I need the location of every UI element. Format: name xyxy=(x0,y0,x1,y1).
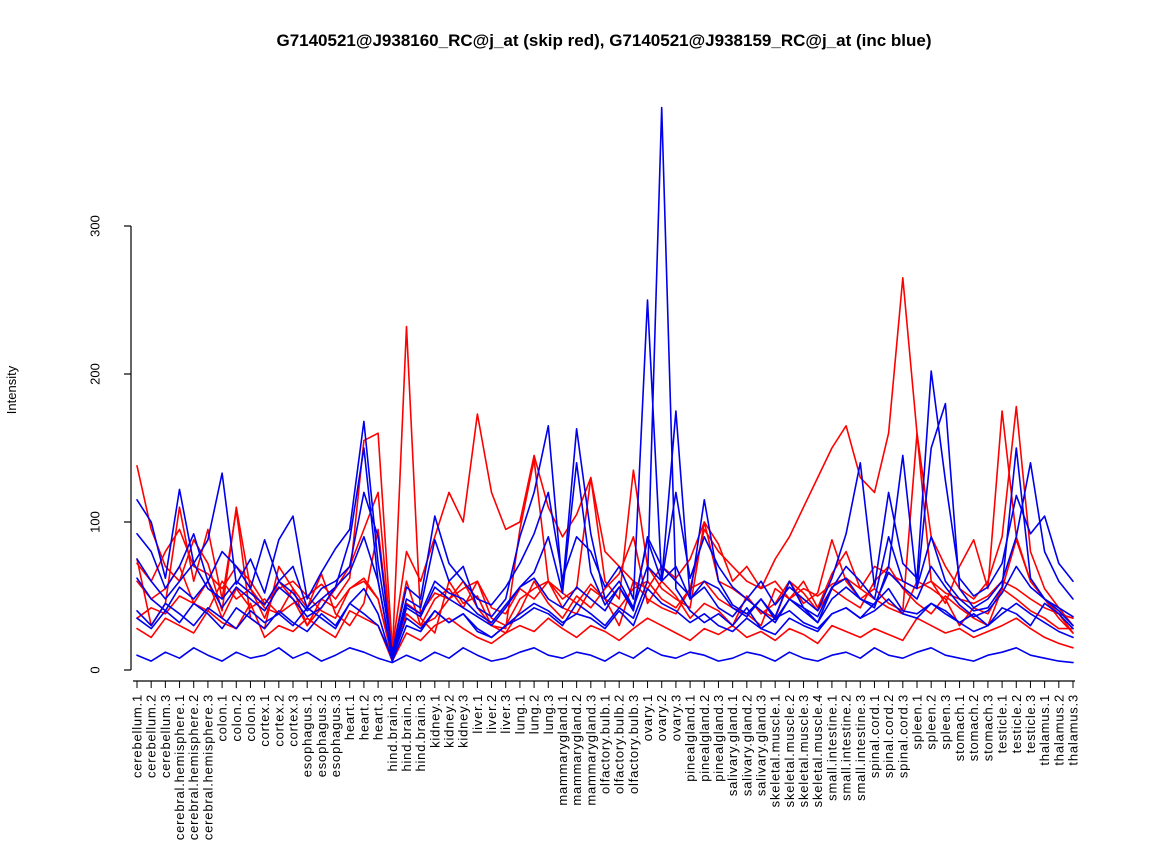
x-tick-label: testicle.3 xyxy=(1023,694,1038,753)
x-tick-label: cerebellum.3 xyxy=(158,694,173,778)
x-tick-label: salivary.gland.2 xyxy=(739,694,754,796)
x-tick-label: lung.2 xyxy=(527,694,542,734)
x-tick-label: mammarygland.1 xyxy=(555,694,570,806)
x-tick-label: pinealgland.2 xyxy=(697,694,712,782)
x-tick-label: cortex.2 xyxy=(271,694,286,747)
x-tick-label: small.intestine.2 xyxy=(839,694,854,801)
series-line-skip.3 xyxy=(136,276,1074,660)
x-tick-label: salivary.gland.1 xyxy=(725,694,740,796)
series-line-inc.7 xyxy=(136,461,1074,660)
x-tick-label: liver.3 xyxy=(498,694,513,734)
x-tick-label: heart.2 xyxy=(356,694,371,740)
x-tick-label: cerebral.hemisphere.2 xyxy=(186,694,201,840)
x-tick-label: olfactory.bulb.1 xyxy=(598,694,613,794)
x-tick-label: olfactory.bulb.2 xyxy=(612,694,627,794)
x-tick-label: cortex.1 xyxy=(257,694,272,747)
x-axis-labels: cerebellum.1 cerebellum.2 cerebellum.3 cere… xyxy=(130,694,1081,840)
x-tick-label: pinealgland.1 xyxy=(683,694,698,782)
y-tick-label: 300 xyxy=(88,215,103,237)
x-tick-label: heart.3 xyxy=(371,694,386,740)
y-axis-label: Intensity xyxy=(4,365,19,414)
x-tick-label: ovary.3 xyxy=(668,694,683,741)
x-tick-label: spinal.cord.3 xyxy=(895,694,910,778)
x-tick-label: spleen.3 xyxy=(938,694,953,750)
x-tick-label: colon.3 xyxy=(243,694,258,742)
x-tick-label: thalamus.3 xyxy=(1066,694,1081,766)
x-tick-label: skeletal.muscle.4 xyxy=(810,694,825,807)
series-line-inc.4 xyxy=(136,447,1074,660)
axes: 0 100 200 300 xyxy=(88,215,1075,688)
x-tick-label: salivary.gland.3 xyxy=(754,694,769,796)
series-line-inc.5 xyxy=(136,646,1074,664)
x-tick-label: ovary.1 xyxy=(640,694,655,741)
x-tick-label: testicle.1 xyxy=(995,694,1010,753)
x-tick-label: kidney.3 xyxy=(456,694,471,748)
x-tick-label: kidney.2 xyxy=(442,694,457,748)
x-tick-label: thalamus.2 xyxy=(1051,694,1066,766)
x-tick-label: hind.brain.2 xyxy=(399,694,414,772)
y-tick-label: 200 xyxy=(88,363,103,385)
x-tick-label: lung.3 xyxy=(541,694,556,734)
x-tick-label: cerebellum.1 xyxy=(130,694,145,778)
x-tick-label: cerebral.hemisphere.3 xyxy=(200,694,215,840)
series-lines xyxy=(136,106,1074,664)
x-tick-label: small.intestine.1 xyxy=(824,694,839,801)
x-tick-label: colon.2 xyxy=(229,694,244,742)
x-tick-label: mammarygland.2 xyxy=(569,694,584,806)
x-tick-label: thalamus.1 xyxy=(1037,694,1052,766)
series-line-inc.3 xyxy=(136,402,1074,657)
x-tick-label: small.intestine.3 xyxy=(853,694,868,801)
series-line-inc.2 xyxy=(136,299,1074,654)
chart-title: G7140521@J938160_RC@j_at (skip red), G71… xyxy=(276,31,931,50)
x-tick-label: esophagus.3 xyxy=(328,694,343,777)
x-tick-label: hind.brain.1 xyxy=(385,694,400,772)
series-line-inc.1 xyxy=(136,106,1074,660)
x-tick-label: spleen.2 xyxy=(924,694,939,750)
x-tick-label: lung.1 xyxy=(512,694,527,734)
series-line-inc.6 xyxy=(136,587,1074,662)
series-line-skip.4 xyxy=(136,410,1074,654)
x-tick-label: cortex.3 xyxy=(286,694,301,747)
x-tick-label: liver.1 xyxy=(470,694,485,734)
x-tick-label: testicle.2 xyxy=(1009,694,1024,753)
x-tick-label: olfactory.bulb.3 xyxy=(626,694,641,794)
x-tick-label: heart.1 xyxy=(342,694,357,740)
x-tick-label: ovary.2 xyxy=(654,694,669,741)
x-tick-label: spleen.1 xyxy=(910,694,925,750)
x-tick-label: cerebral.hemisphere.1 xyxy=(172,694,187,840)
x-tick-label: kidney.1 xyxy=(427,694,442,748)
x-tick-label: skeletal.muscle.3 xyxy=(796,694,811,807)
x-tick-label: mammarygland.3 xyxy=(583,694,598,806)
x-tick-label: stomach.1 xyxy=(952,694,967,761)
x-tick-label: esophagus.2 xyxy=(314,694,329,777)
x-tick-label: spinal.cord.1 xyxy=(867,694,882,778)
x-tick-label: spinal.cord.2 xyxy=(881,694,896,778)
y-tick-label: 100 xyxy=(88,511,103,533)
x-tick-label: skeletal.muscle.1 xyxy=(768,694,783,807)
x-tick-label: skeletal.muscle.2 xyxy=(782,694,797,807)
x-tick-label: hind.brain.3 xyxy=(413,694,428,772)
x-tick-label: stomach.3 xyxy=(980,694,995,761)
x-tick-label: cerebellum.2 xyxy=(144,694,159,778)
x-tick-label: colon.1 xyxy=(215,694,230,742)
y-tick-label: 0 xyxy=(88,666,103,673)
x-tick-label: pinealgland.3 xyxy=(711,694,726,782)
x-tick-label: liver.2 xyxy=(484,694,499,734)
x-tick-label: esophagus.1 xyxy=(300,694,315,777)
x-tick-label: stomach.2 xyxy=(966,694,981,761)
